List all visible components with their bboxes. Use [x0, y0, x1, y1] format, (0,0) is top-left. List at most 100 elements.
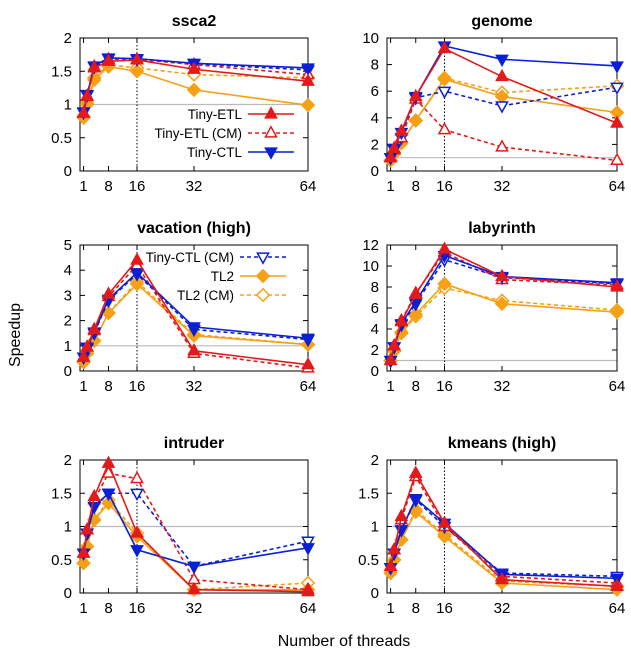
y-tick-label: 1.5: [51, 485, 72, 502]
data-point-tl2: [609, 304, 625, 320]
data-point-tiny-etl: [387, 542, 402, 555]
y-tick-label: 2: [64, 452, 72, 469]
x-tick-label: 1: [386, 378, 394, 395]
y-tick-label: 1: [371, 519, 379, 536]
data-point-tiny-etl: [387, 140, 402, 153]
legend-label: TL2: [211, 269, 234, 284]
y-tick-label: 2: [371, 136, 379, 153]
data-point-tiny-etl: [437, 241, 452, 254]
x-tick-label: 32: [494, 378, 511, 395]
y-tick-label: 6: [371, 300, 379, 317]
y-tick-label: 1.5: [51, 63, 72, 80]
data-point-tiny-etl-cm: [495, 139, 509, 152]
y-tick-label: 1: [64, 338, 72, 355]
chart-legend: Tiny-ETL Tiny-ETL (CM) Tiny-CTL: [155, 106, 294, 160]
series-line-tiny-ctl: [389, 497, 618, 580]
data-point-tiny-ctl: [301, 63, 315, 76]
data-point-tiny-ctl: [610, 61, 624, 74]
series-tiny-etl: [383, 241, 624, 366]
y-tick-label: 4: [371, 110, 379, 127]
chart-title: genome: [471, 13, 532, 30]
data-point-tiny-etl: [610, 578, 624, 591]
series-tl2: [383, 276, 625, 368]
x-tick-label: 1: [386, 178, 394, 195]
data-point-tiny-etl: [437, 515, 452, 528]
y-tick-label: 2: [64, 313, 72, 330]
series-tiny-etl: [383, 465, 624, 591]
x-tick-label: 16: [129, 378, 146, 395]
data-point-tiny-etl: [87, 60, 102, 73]
y-tick-label: 2: [64, 30, 72, 47]
legend-marker: [255, 287, 271, 303]
data-point-tiny-ctl-cm: [437, 86, 452, 99]
data-point-tiny-ctl: [187, 322, 201, 335]
data-point-tiny-etl: [80, 88, 94, 102]
x-tick-label: 1: [79, 178, 87, 195]
data-point-tiny-ctl-cm: [130, 488, 144, 501]
data-point-tiny-etl: [187, 61, 201, 74]
data-point-tiny-etl: [87, 488, 102, 502]
data-point-tl2: [186, 82, 202, 98]
y-tick-label: 5: [64, 237, 72, 254]
data-point-tiny-etl: [387, 338, 402, 351]
x-tick-label: 16: [436, 600, 453, 617]
chart-panel-4: labyrinth 0 2 4 6 8 10 12 1 8 16 32 64: [362, 220, 625, 395]
data-point-tiny-etl: [495, 268, 509, 282]
y-tick-label: 2: [371, 452, 379, 469]
y-tick-label: 0: [371, 585, 379, 602]
x-tick-label: 1: [79, 600, 87, 617]
y-tick-label: 0.5: [358, 552, 379, 569]
data-point-tiny-etl: [101, 53, 116, 66]
x-tick-label: 8: [104, 178, 112, 195]
legend-marker: [264, 106, 278, 119]
series-tiny-etl: [76, 252, 315, 370]
legend-label: Tiny-ETL (CM): [155, 126, 243, 141]
data-point-tiny-ctl: [301, 333, 315, 346]
series-tiny-etl-cm: [76, 465, 315, 595]
figure-y-axis-label: Speedup: [7, 303, 24, 367]
y-tick-label: 0: [64, 163, 72, 180]
data-point-tiny-etl: [101, 455, 116, 468]
x-tick-label: 64: [609, 378, 626, 395]
chart-title: labyrinth: [468, 220, 536, 237]
x-tick-label: 16: [129, 600, 146, 617]
data-point-tiny-etl: [394, 123, 409, 136]
y-tick-label: 0: [371, 363, 379, 380]
legend-marker: [255, 268, 271, 284]
y-tick-label: 0.5: [51, 552, 72, 569]
legend-marker: [256, 252, 270, 265]
y-tick-label: 8: [371, 279, 379, 296]
data-point-tiny-etl: [101, 286, 116, 299]
data-point-tl2: [437, 71, 452, 87]
x-tick-label: 1: [79, 378, 87, 395]
series-tiny-ctl: [76, 488, 315, 575]
x-tick-label: 8: [412, 600, 420, 617]
data-point-tiny-etl: [80, 522, 94, 535]
data-point-tiny-etl-cm: [130, 470, 144, 484]
legend-label: Tiny-CTL: [187, 145, 242, 160]
y-tick-label: 8: [371, 57, 379, 74]
y-tick-label: 6: [371, 83, 379, 100]
data-point-tiny-ctl-cm: [301, 536, 315, 549]
x-tick-label: 64: [300, 378, 317, 395]
data-point-tl2: [129, 63, 145, 79]
data-point-tiny-etl: [408, 88, 423, 102]
series-line-tiny-ctl: [82, 491, 309, 568]
data-point-tiny-etl: [187, 581, 201, 595]
data-point-tl2: [408, 307, 424, 322]
series-line-tiny-etl: [82, 461, 309, 593]
data-point-tiny-ctl: [187, 561, 201, 575]
legend-label: Tiny-CTL (CM): [146, 250, 234, 265]
series-line-tiny-ctl-cm: [389, 498, 618, 578]
data-point-tiny-ctl: [130, 545, 144, 558]
data-point-tl2: [408, 113, 424, 128]
y-tick-label: 12: [362, 237, 379, 254]
data-point-tl2: [437, 276, 452, 292]
y-tick-label: 1: [64, 97, 72, 114]
chart-title: ssca2: [172, 13, 217, 30]
legend-label: Tiny-ETL: [188, 107, 243, 122]
data-point-tl2: [408, 504, 424, 520]
